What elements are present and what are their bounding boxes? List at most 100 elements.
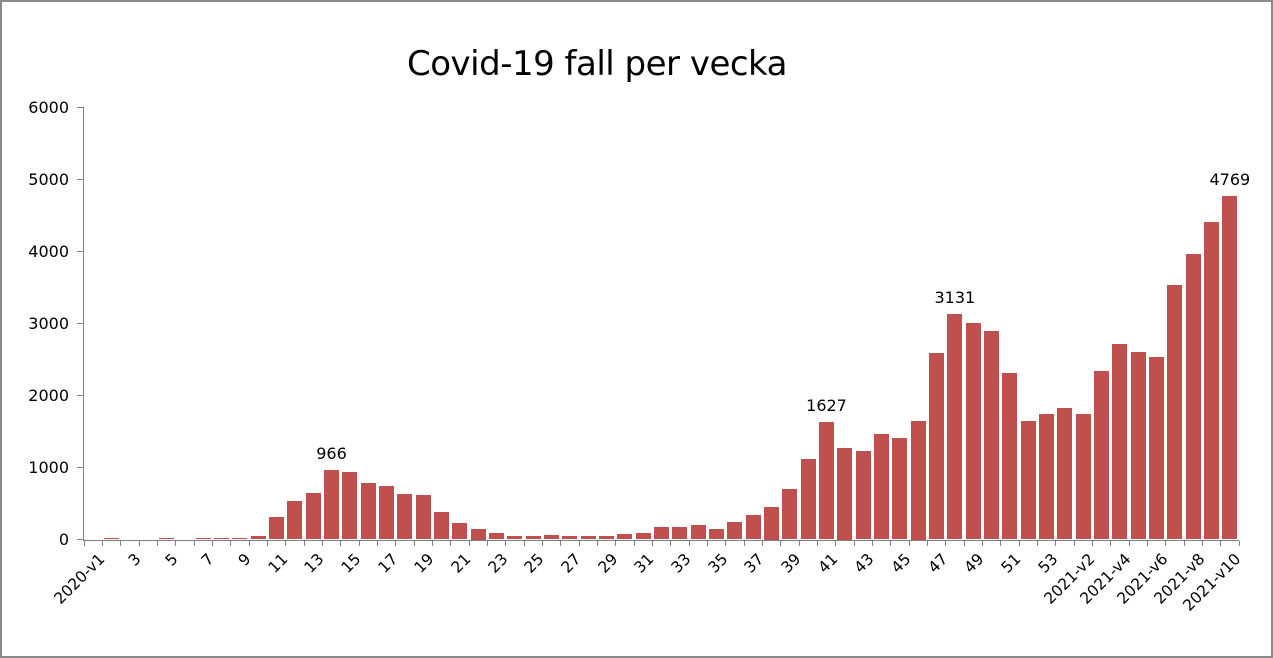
bar <box>910 420 926 540</box>
x-axis-tick <box>376 540 378 546</box>
bar <box>837 447 853 540</box>
x-tick-label: 3 <box>124 549 145 570</box>
x-axis-tick <box>395 540 397 546</box>
x-axis-tick <box>1091 540 1093 546</box>
bar <box>745 514 761 540</box>
x-axis-tick <box>945 540 947 546</box>
bar <box>378 486 394 540</box>
x-axis-tick <box>1000 540 1002 546</box>
x-tick-label: 39 <box>777 549 805 577</box>
bar <box>1057 408 1073 540</box>
y-axis-tick <box>77 178 83 180</box>
bar <box>947 313 963 540</box>
x-tick-label: 9 <box>234 549 255 570</box>
y-axis-tick <box>77 106 83 108</box>
x-axis-tick <box>1036 540 1038 546</box>
x-axis-tick <box>981 540 983 546</box>
y-tick-label: 0 <box>58 530 69 549</box>
x-axis-tick <box>725 540 727 546</box>
y-tick-label: 4000 <box>28 241 69 261</box>
x-axis-tick <box>101 540 103 546</box>
bar <box>213 538 229 540</box>
x-axis-tick <box>266 540 268 546</box>
x-axis-tick <box>340 540 342 546</box>
data-label: 4769 <box>1209 169 1251 189</box>
x-tick-label: 31 <box>631 549 658 577</box>
x-axis-tick <box>853 540 855 546</box>
x-tick-label: 21 <box>447 549 475 577</box>
x-tick-label: 25 <box>521 549 548 577</box>
bar <box>1130 352 1146 540</box>
x-axis-tick <box>1183 540 1185 546</box>
x-axis-tick <box>1055 540 1057 546</box>
bar <box>360 482 376 540</box>
x-axis-tick <box>963 540 965 546</box>
bar <box>1093 370 1109 540</box>
bar <box>103 538 119 540</box>
x-axis-tick <box>1165 540 1167 546</box>
y-axis-tick <box>77 539 83 540</box>
x-tick-label: 11 <box>264 549 292 577</box>
x-axis-tick <box>175 540 177 546</box>
y-axis-tick <box>77 322 83 324</box>
x-tick-label: 13 <box>301 549 328 577</box>
x-tick-label: 35 <box>704 549 732 577</box>
x-axis-tick <box>230 540 232 546</box>
bar <box>873 433 889 540</box>
x-axis-tick <box>560 540 562 546</box>
x-axis-tick <box>248 540 250 546</box>
bar <box>543 534 559 540</box>
x-tick-label: 23 <box>484 549 512 577</box>
bar <box>690 525 706 540</box>
bar <box>195 538 211 540</box>
x-axis-tick <box>1073 540 1075 546</box>
x-axis-tick <box>1201 540 1203 546</box>
x-axis-tick <box>431 540 433 546</box>
x-axis-tick <box>1220 540 1222 546</box>
x-axis-tick <box>120 540 122 546</box>
bar <box>433 511 449 540</box>
x-axis-line <box>83 539 1239 541</box>
bar <box>232 538 248 540</box>
x-axis-tick <box>1128 540 1130 546</box>
bar <box>452 522 468 540</box>
x-axis-tick <box>743 540 745 546</box>
x-tick-label: 41 <box>814 549 842 577</box>
bar <box>763 507 779 540</box>
data-label: 966 <box>316 443 347 463</box>
bar <box>635 532 651 540</box>
bar <box>397 494 413 540</box>
bar <box>305 493 321 540</box>
x-axis-tick <box>670 540 672 546</box>
y-tick-label: 5000 <box>28 169 69 189</box>
x-tick-label: 33 <box>667 549 695 577</box>
x-tick-label: 27 <box>557 549 585 577</box>
y-tick-label: 6000 <box>28 97 69 117</box>
x-axis-tick <box>688 540 690 546</box>
x-axis-tick <box>615 540 617 546</box>
bar <box>470 528 486 540</box>
x-tick-label: 29 <box>594 549 622 577</box>
x-axis-tick <box>1110 540 1112 546</box>
x-axis-tick <box>890 540 892 546</box>
x-tick-label: 7 <box>198 549 218 570</box>
bar <box>415 495 431 540</box>
x-axis-tick <box>706 540 708 546</box>
y-axis-line <box>83 107 84 540</box>
x-tick-label: 19 <box>411 549 438 577</box>
bar <box>158 537 174 540</box>
data-label: 3131 <box>934 287 976 307</box>
bar <box>1185 254 1201 540</box>
bar <box>1038 414 1054 540</box>
bar <box>250 536 266 540</box>
bar <box>488 532 504 540</box>
x-axis-tick <box>285 540 287 546</box>
bar <box>672 526 688 540</box>
bar <box>708 529 724 540</box>
x-axis-tick <box>321 540 323 546</box>
x-axis-tick <box>211 540 213 546</box>
x-axis-tick <box>523 540 525 546</box>
x-tick-label: 2020-v1 <box>50 549 108 608</box>
x-axis-tick <box>798 540 800 546</box>
